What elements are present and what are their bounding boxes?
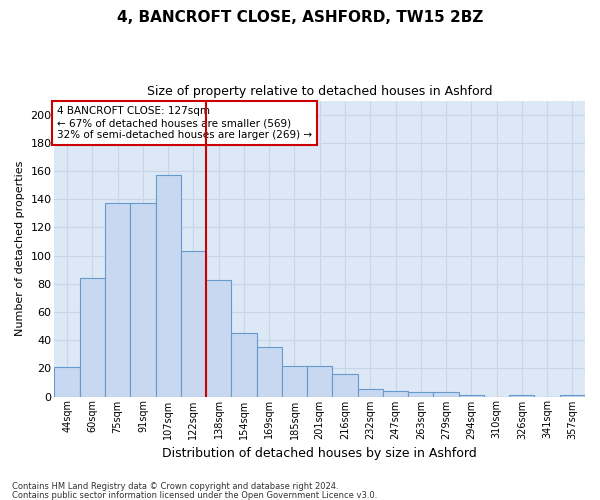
Bar [560, 395, 585, 396]
Bar [408, 392, 433, 396]
Bar [458, 395, 484, 396]
Bar [257, 347, 282, 397]
Bar [155, 175, 181, 396]
Bar [206, 280, 232, 396]
Bar [181, 252, 206, 396]
Bar [232, 333, 257, 396]
Bar [358, 390, 383, 396]
Bar [332, 374, 358, 396]
Bar [307, 366, 332, 396]
Text: Contains public sector information licensed under the Open Government Licence v3: Contains public sector information licen… [12, 491, 377, 500]
Bar [55, 367, 80, 396]
Bar [80, 278, 105, 396]
Text: 4, BANCROFT CLOSE, ASHFORD, TW15 2BZ: 4, BANCROFT CLOSE, ASHFORD, TW15 2BZ [117, 10, 483, 25]
Text: Contains HM Land Registry data © Crown copyright and database right 2024.: Contains HM Land Registry data © Crown c… [12, 482, 338, 491]
Text: 4 BANCROFT CLOSE: 127sqm
← 67% of detached houses are smaller (569)
32% of semi-: 4 BANCROFT CLOSE: 127sqm ← 67% of detach… [57, 106, 312, 140]
Title: Size of property relative to detached houses in Ashford: Size of property relative to detached ho… [147, 85, 493, 98]
X-axis label: Distribution of detached houses by size in Ashford: Distribution of detached houses by size … [163, 447, 477, 460]
Y-axis label: Number of detached properties: Number of detached properties [15, 161, 25, 336]
Bar [433, 392, 458, 396]
Bar [509, 395, 535, 396]
Bar [105, 204, 130, 396]
Bar [282, 366, 307, 396]
Bar [383, 391, 408, 396]
Bar [130, 204, 155, 396]
